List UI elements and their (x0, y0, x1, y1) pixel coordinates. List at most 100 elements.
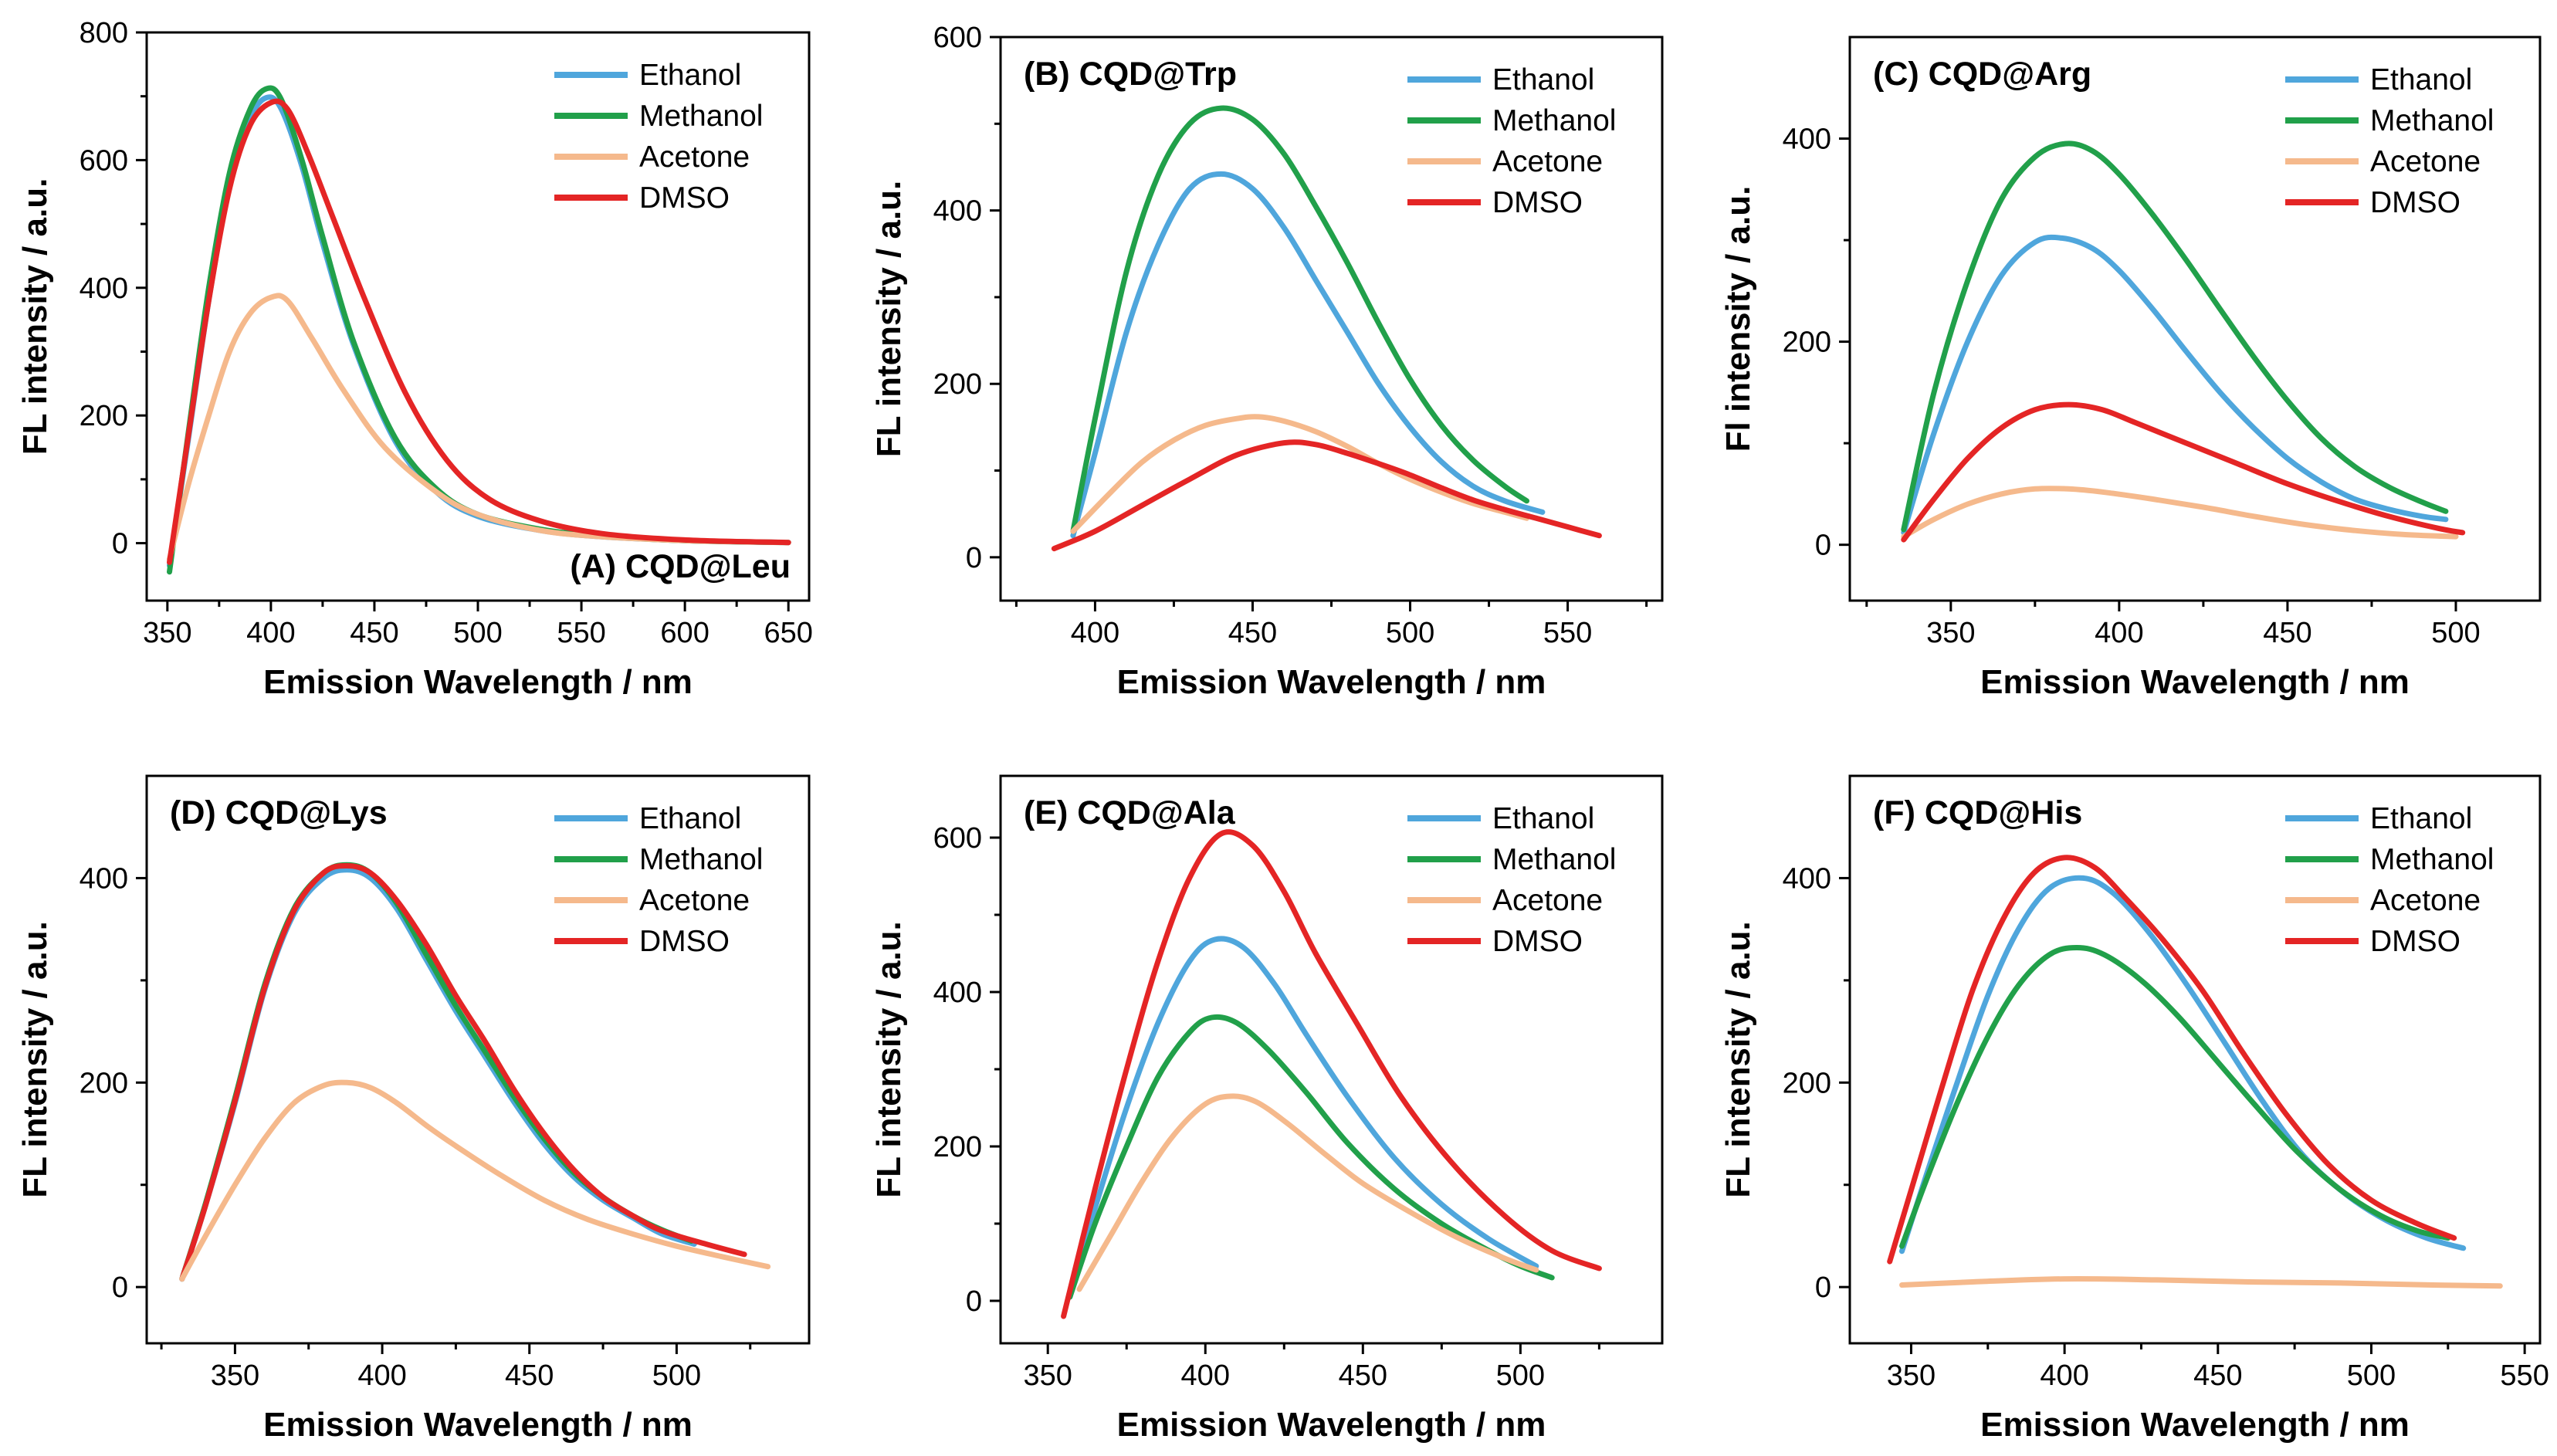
x-axis-title: Emission Wavelength / nm (1980, 1406, 2410, 1444)
x-tick-label: 500 (1386, 617, 1434, 649)
panel-title: (B) CQD@Trp (1024, 56, 1237, 93)
x-axis-title: Emission Wavelength / nm (263, 1406, 693, 1444)
legend-label-acetone: Acetone (639, 884, 750, 917)
x-tick-label: 500 (652, 1359, 701, 1392)
series-line-ethanol (179, 867, 697, 1282)
x-tick-label: 500 (1496, 1359, 1545, 1392)
panel-title: (C) CQD@Arg (1873, 56, 2091, 93)
legend-label-ethanol: Ethanol (639, 59, 741, 92)
x-tick-label: 550 (557, 617, 605, 649)
x-tick-label: 400 (1071, 617, 1119, 649)
legend-label-ethanol: Ethanol (2370, 802, 2472, 835)
x-axis-title: Emission Wavelength / nm (1980, 663, 2410, 701)
legend-label-dmso: DMSO (639, 181, 730, 215)
x-tick-label: 400 (2040, 1359, 2088, 1392)
y-axis-title: Fl intensity / a.u. (1719, 186, 1757, 452)
y-axis-title: FL intensity / a.u. (16, 921, 54, 1198)
series-line-dmso (1051, 439, 1602, 552)
x-tick-label: 500 (2347, 1359, 2396, 1392)
legend-label-ethanol: Ethanol (1492, 802, 1594, 835)
x-tick-label: 450 (2263, 617, 2311, 649)
panel-title: (D) CQD@Lys (170, 794, 388, 831)
series-line-dmso (1887, 855, 2457, 1265)
legend-label-methanol: Methanol (2370, 843, 2494, 876)
y-tick-label: 600 (933, 22, 982, 54)
legend-label-ethanol: Ethanol (639, 802, 741, 835)
y-tick-label: 600 (933, 822, 982, 855)
x-tick-label: 350 (211, 1359, 259, 1392)
x-tick-label: 350 (1926, 617, 1975, 649)
legend-label-dmso: DMSO (639, 925, 730, 958)
series-line-acetone (1901, 486, 2459, 540)
legend-label-acetone: Acetone (2370, 884, 2481, 917)
y-tick-label: 400 (933, 977, 982, 1009)
x-tick-label: 600 (660, 617, 709, 649)
series-line-methanol (1067, 1014, 1555, 1300)
x-tick-label: 450 (350, 617, 398, 649)
panel-f: 350 400 450 500 550 0 200 400 Emission Wavelengt… (1719, 774, 2549, 1444)
legend-label-ethanol: Ethanol (2370, 63, 2472, 97)
panel-title: (E) CQD@Ala (1024, 794, 1236, 831)
y-tick-label: 400 (80, 862, 128, 895)
series-line-methanol (1070, 105, 1529, 534)
series-line-ethanol (1070, 171, 1546, 539)
y-tick-label: 400 (80, 273, 128, 305)
y-tick-label: 0 (966, 1285, 982, 1318)
legend-label-dmso: DMSO (2370, 925, 2460, 958)
panel-e: 350 400 450 500 0 200 400 600 Emission Wavelengt… (870, 774, 1664, 1444)
x-tick-label: 500 (453, 617, 502, 649)
x-axis-title: Emission Wavelength / nm (263, 663, 693, 701)
x-tick-label: 350 (1887, 1359, 1936, 1392)
legend-label-methanol: Methanol (639, 100, 763, 133)
y-tick-label: 0 (966, 542, 982, 574)
x-tick-label: 450 (1228, 617, 1277, 649)
y-tick-label: 800 (80, 17, 128, 49)
y-tick-label: 0 (112, 528, 128, 560)
legend-label-dmso: DMSO (2370, 186, 2460, 219)
y-tick-label: 0 (1815, 530, 1831, 562)
x-tick-label: 450 (505, 1359, 554, 1392)
legend-label-ethanol: Ethanol (1492, 63, 1594, 97)
legend-label-acetone: Acetone (639, 141, 750, 174)
plot-frame (1848, 36, 2542, 602)
legend-label-dmso: DMSO (1492, 925, 1583, 958)
series-line-acetone (1899, 1275, 2503, 1289)
series-line-dmso (167, 98, 791, 565)
series-line-acetone (1076, 1093, 1539, 1292)
plot-frame (999, 774, 1664, 1345)
x-tick-label: 500 (2431, 617, 2480, 649)
legend-label-acetone: Acetone (2370, 145, 2481, 178)
y-tick-label: 200 (1783, 1067, 1831, 1099)
series-line-methanol (179, 862, 694, 1282)
legend-label-acetone: Acetone (1492, 145, 1603, 178)
legend-label-dmso: DMSO (1492, 186, 1583, 219)
x-tick-label: 450 (1339, 1359, 1387, 1392)
y-tick-label: 200 (933, 368, 982, 401)
series-line-dmso (179, 862, 747, 1282)
y-tick-label: 600 (80, 144, 128, 177)
x-tick-label: 400 (246, 617, 295, 649)
legend-label-acetone: Acetone (1492, 884, 1603, 917)
series-line-acetone (179, 1079, 771, 1282)
x-tick-label: 350 (143, 617, 191, 649)
x-tick-label: 550 (2500, 1359, 2549, 1392)
series-line-acetone (167, 293, 791, 562)
x-tick-label: 450 (2193, 1359, 2242, 1392)
y-axis-title: FL intensity / a.u. (1719, 921, 1757, 1198)
y-tick-label: 200 (80, 400, 128, 432)
x-tick-label: 350 (1024, 1359, 1072, 1392)
legend-label-methanol: Methanol (1492, 843, 1616, 876)
x-axis-title: Emission Wavelength / nm (1117, 663, 1546, 701)
x-axis-title: Emission Wavelength / nm (1117, 1406, 1546, 1444)
panel-title: (A) CQD@Leu (570, 548, 791, 585)
y-axis-title: FL intensity / a.u. (870, 921, 908, 1198)
y-axis-title: FL intensity / a.u. (16, 178, 54, 455)
y-tick-label: 0 (112, 1271, 128, 1304)
panel-d: 350 400 450 500 0 200 400 Emission Wavelength /… (16, 774, 811, 1444)
panel-c: 350 400 450 500 0 200 400 Emission Wavelength /… (1719, 36, 2542, 701)
panel-title: (F) CQD@His (1873, 794, 2082, 831)
series-line-methanol (1899, 945, 2451, 1249)
series-line-methanol (1901, 141, 2449, 533)
y-tick-label: 400 (1783, 124, 1831, 156)
panel-b: 400 450 500 550 0 200 400 600 Emission Wavelengt… (870, 22, 1664, 701)
